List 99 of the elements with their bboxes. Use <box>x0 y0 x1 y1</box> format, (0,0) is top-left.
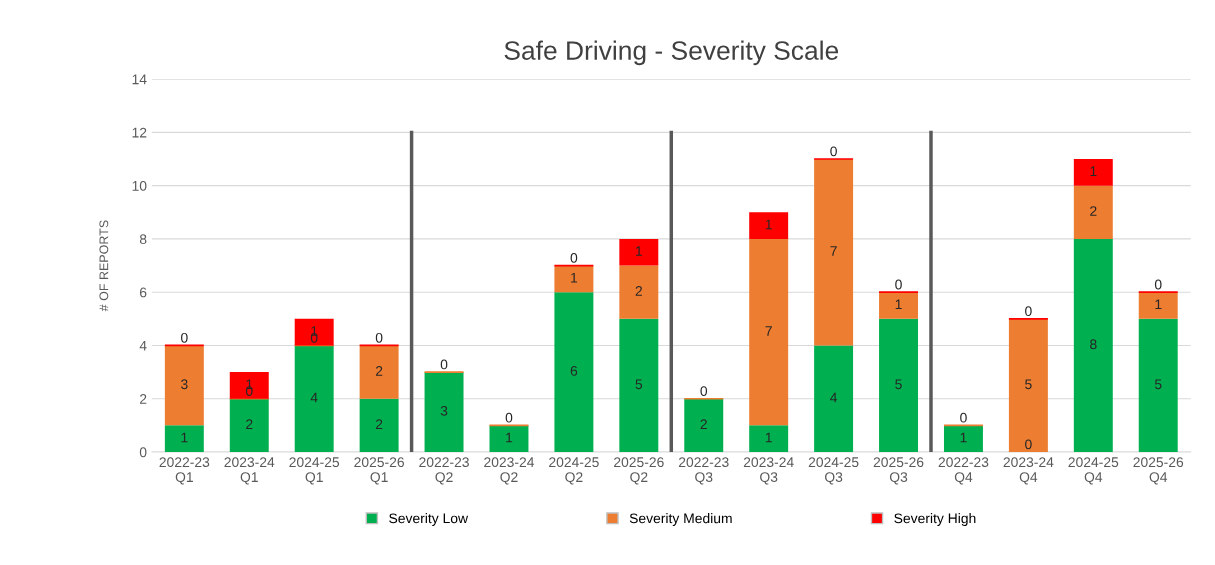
bar <box>1073 185 1113 239</box>
x-tick-label: 2024-25 Q2 <box>549 457 599 485</box>
data-label: 1 <box>506 432 513 443</box>
data-label: 2 <box>635 286 642 296</box>
bar <box>1138 318 1178 452</box>
data-label: 0 <box>181 332 188 343</box>
data-label: 0 <box>570 252 578 263</box>
data-label: 0 <box>895 279 902 290</box>
x-tick-label: 2024-25 Q3 <box>808 457 859 485</box>
bar <box>359 398 399 452</box>
bar <box>814 345 854 452</box>
y-tick-label: 0 <box>139 447 147 458</box>
data-label: 2 <box>375 419 383 429</box>
bar <box>749 425 789 452</box>
bar <box>943 425 983 452</box>
bar <box>424 372 464 452</box>
bar <box>879 292 919 319</box>
data-label: 1 <box>895 299 902 310</box>
x-tick-label: 2025-26 Q3 <box>873 457 924 485</box>
data-label: 0 <box>375 332 383 343</box>
x-tick-label: 2025-26 Q4 <box>1133 457 1184 485</box>
data-label: 0 <box>1154 279 1162 290</box>
data-label: 5 <box>895 379 902 390</box>
data-label: 0 <box>700 386 708 396</box>
data-label: 1 <box>181 432 188 443</box>
bar <box>684 398 724 452</box>
bar <box>294 345 334 452</box>
data-label: 0 <box>960 412 967 423</box>
data-label: 1 <box>1155 299 1162 310</box>
bar <box>749 238 789 426</box>
y-tick-label: 2 <box>139 394 147 404</box>
bar <box>164 345 204 426</box>
data-label: 5 <box>1025 379 1032 390</box>
bar <box>229 398 269 452</box>
data-label: 1 <box>960 432 967 443</box>
x-tick-label: 2022-23 Q3 <box>678 457 729 485</box>
bar <box>1138 292 1178 319</box>
x-tick-label: 2022-23 Q4 <box>938 457 989 485</box>
x-tick-label: 2023-24 Q4 <box>1003 457 1054 485</box>
bar <box>164 425 204 452</box>
x-tick-label: 2023-24 Q1 <box>224 457 275 485</box>
data-label: 6 <box>570 365 578 376</box>
y-tick-label: 14 <box>132 74 147 85</box>
legend-label: Severity Low <box>389 513 469 526</box>
data-label: 3 <box>440 405 448 416</box>
data-label: 2 <box>246 419 253 429</box>
bar <box>359 345 399 399</box>
data-label: 7 <box>765 326 772 336</box>
bar <box>554 265 594 293</box>
bar <box>1008 318 1048 452</box>
x-tick-label: 2023-24 Q2 <box>484 457 535 485</box>
data-label: 4 <box>830 392 838 403</box>
legend-label: Severity High <box>894 513 976 526</box>
bar <box>749 212 789 239</box>
bar <box>619 265 659 319</box>
data-label: 0 <box>1025 306 1032 317</box>
y-tick-label: 6 <box>140 287 147 298</box>
bar <box>554 292 594 452</box>
chart-title: Safe Driving - Severity Scale <box>504 40 839 66</box>
bar <box>1073 238 1113 452</box>
data-label: 4 <box>310 392 318 403</box>
x-tick-label: 2022-23 Q2 <box>419 457 469 485</box>
data-label: 1 <box>765 432 772 443</box>
data-label: 1 <box>636 246 643 256</box>
data-label: 2 <box>700 419 707 429</box>
data-label: 3 <box>181 379 188 390</box>
x-tick-label: 2023-24 Q3 <box>743 457 794 485</box>
data-label: 1 <box>765 219 772 230</box>
y-tick-label: 4 <box>139 340 147 351</box>
data-label: 5 <box>635 379 643 390</box>
bar <box>879 318 919 452</box>
y-tick-label: 8 <box>139 234 147 245</box>
legend-label: Severity Medium <box>629 513 732 526</box>
data-label: 0 <box>505 412 513 423</box>
data-label: 1 <box>571 272 578 283</box>
y-axis-title: # OF REPORTS <box>99 220 109 312</box>
x-tick-label: 2024-25 Q4 <box>1068 457 1119 485</box>
bar <box>294 318 334 346</box>
bar <box>229 372 269 399</box>
data-label: 7 <box>830 246 837 256</box>
bar <box>1073 159 1113 186</box>
x-tick-label: 2022-23 Q1 <box>159 457 210 485</box>
x-tick-label: 2025-26 Q1 <box>354 457 404 485</box>
data-label: 0 <box>440 359 448 370</box>
bar <box>619 238 659 266</box>
bar <box>489 425 529 452</box>
data-label: 5 <box>1154 379 1162 390</box>
y-tick-label: 12 <box>132 127 147 138</box>
x-tick-label: 2024-25 Q1 <box>289 457 340 485</box>
y-tick-label: 10 <box>132 180 147 191</box>
bar <box>814 159 854 346</box>
x-tick-label: 2025-26 Q2 <box>614 457 664 485</box>
data-label: 0 <box>1025 439 1032 450</box>
data-label: 2 <box>1090 206 1097 216</box>
data-label: 0 <box>830 146 837 157</box>
data-label: 1 <box>1090 166 1097 176</box>
data-label: 8 <box>1090 339 1097 350</box>
bar <box>619 318 659 452</box>
data-label: 2 <box>375 365 383 376</box>
